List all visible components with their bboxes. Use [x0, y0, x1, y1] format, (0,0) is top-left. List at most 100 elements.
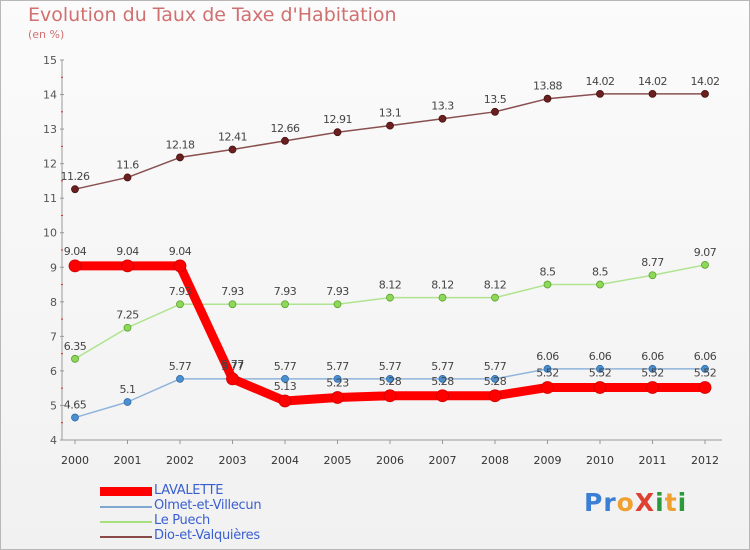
data-label-dio-et-valquieres: 13.88 — [533, 80, 562, 93]
data-label-lavalette: 5.52 — [641, 366, 664, 379]
data-label-olmet-et-villecun: 6.06 — [694, 350, 717, 363]
x-tick-label: 2007 — [429, 454, 457, 467]
data-point-lavalette — [646, 381, 659, 394]
data-point-le-puech — [596, 280, 604, 289]
data-label-dio-et-valquieres: 12.91 — [323, 113, 352, 126]
x-tick-label: 2005 — [324, 454, 352, 467]
data-point-olmet-et-villecun — [491, 374, 499, 383]
data-point-dio-et-valquieres — [176, 153, 184, 162]
legend-label-lavalette: LAVALETTE — [154, 483, 224, 498]
x-tick-label: 2011 — [639, 454, 667, 467]
data-label-dio-et-valquieres: 12.66 — [271, 122, 300, 135]
data-label-le-puech: 7.93 — [326, 285, 349, 298]
x-tick-label: 2008 — [481, 454, 509, 467]
data-point-dio-et-valquieres — [71, 185, 79, 194]
logo-letter: X — [634, 488, 656, 517]
data-label-lavalette: 5.52 — [589, 366, 612, 379]
data-point-lavalette — [278, 394, 292, 408]
x-tick-label: 2012 — [691, 454, 719, 467]
data-label-olmet-et-villecun: 5.77 — [169, 360, 192, 373]
data-label-lavalette: 5.52 — [694, 366, 717, 379]
x-tick-label: 2002 — [166, 454, 194, 467]
data-point-lavalette — [488, 389, 502, 403]
logo-letter: i — [655, 488, 665, 517]
data-point-le-puech — [701, 260, 709, 269]
legend-swatch-dio-et-valquieres — [100, 536, 152, 538]
data-point-dio-et-valquieres — [491, 107, 499, 116]
x-tick-label: 2004 — [271, 454, 299, 467]
y-tick-label: 5 — [50, 399, 57, 412]
data-label-olmet-et-villecun: 4.65 — [64, 399, 87, 412]
data-point-olmet-et-villecun — [123, 398, 132, 406]
data-point-le-puech — [281, 300, 289, 309]
y-tick-label: 14 — [43, 89, 57, 102]
data-point-olmet-et-villecun — [386, 374, 394, 383]
data-label-lavalette: 5.52 — [536, 366, 559, 379]
data-label-le-puech: 9.07 — [694, 246, 717, 259]
data-point-le-puech — [491, 293, 499, 302]
data-point-lavalette — [173, 259, 187, 273]
data-point-lavalette — [541, 381, 554, 394]
y-tick-label: 13 — [43, 123, 57, 136]
data-label-dio-et-valquieres: 14.02 — [586, 75, 615, 88]
data-label-le-puech: 7.93 — [274, 285, 297, 298]
data-label-le-puech: 8.5 — [540, 266, 556, 279]
chart-subtitle: (en %) — [28, 28, 65, 41]
data-label-olmet-et-villecun: 6.06 — [589, 350, 612, 363]
data-point-olmet-et-villecun — [543, 364, 552, 373]
data-label-lavalette: 5.28 — [431, 375, 454, 388]
data-label-lavalette: 9.04 — [116, 245, 139, 258]
data-point-dio-et-valquieres — [438, 114, 447, 123]
data-label-le-puech: 8.77 — [641, 256, 664, 269]
x-tick-label: 2000 — [61, 454, 89, 467]
data-label-dio-et-valquieres: 13.5 — [484, 93, 507, 106]
data-label-lavalette: 5.77 — [221, 358, 244, 371]
data-point-lavalette — [698, 381, 712, 394]
data-label-olmet-et-villecun: 5.77 — [484, 360, 507, 373]
data-point-dio-et-valquieres — [333, 128, 342, 137]
proxiti-logo: ProXiti — [584, 488, 687, 517]
data-label-dio-et-valquieres: 14.02 — [638, 75, 667, 88]
y-tick-label: 8 — [50, 296, 57, 309]
data-point-le-puech — [71, 354, 79, 363]
legend-swatch-le-puech — [100, 521, 152, 523]
legend-label-le-puech: Le Puech — [154, 513, 210, 528]
data-point-olmet-et-villecun — [596, 364, 604, 373]
data-label-dio-et-valquieres: 12.41 — [218, 130, 247, 143]
x-tick-label: 2003 — [219, 454, 247, 467]
legend-label-dio-et-valquieres: Dio-et-Valquières — [154, 528, 260, 543]
data-label-olmet-et-villecun: 5.77 — [379, 360, 402, 373]
data-label-olmet-et-villecun: 6.06 — [536, 350, 559, 363]
data-label-le-puech: 8.12 — [379, 279, 402, 292]
logo-letter: P — [584, 488, 604, 517]
data-point-dio-et-valquieres — [228, 145, 237, 154]
y-tick-label: 4 — [50, 434, 57, 447]
data-point-olmet-et-villecun — [701, 364, 709, 373]
x-tick-label: 2001 — [114, 454, 142, 467]
data-label-lavalette: 5.23 — [326, 377, 349, 390]
x-tick-label: 2006 — [376, 454, 404, 467]
data-point-le-puech — [438, 293, 447, 302]
data-point-dio-et-valquieres — [648, 89, 657, 98]
data-point-dio-et-valquieres — [701, 89, 709, 98]
data-point-lavalette — [331, 391, 344, 404]
data-point-le-puech — [648, 271, 657, 280]
data-label-le-puech: 8.5 — [592, 266, 608, 279]
data-point-lavalette — [593, 381, 607, 394]
x-tick-label: 2009 — [534, 454, 562, 467]
data-point-lavalette — [383, 389, 397, 403]
data-label-olmet-et-villecun: 5.77 — [431, 360, 454, 373]
data-point-dio-et-valquieres — [281, 136, 289, 145]
data-label-dio-et-valquieres: 12.18 — [166, 138, 195, 151]
data-point-dio-et-valquieres — [386, 121, 394, 130]
data-label-dio-et-valquieres: 14.02 — [691, 75, 720, 88]
data-point-le-puech — [333, 300, 342, 309]
data-point-lavalette — [68, 259, 82, 273]
legend-swatch-olmet-et-villecun — [100, 506, 152, 508]
data-point-le-puech — [123, 323, 132, 332]
data-label-lavalette: 5.28 — [484, 375, 507, 388]
data-label-olmet-et-villecun: 5.77 — [221, 360, 244, 373]
data-label-dio-et-valquieres: 11.26 — [61, 170, 90, 183]
data-point-le-puech — [176, 300, 184, 309]
